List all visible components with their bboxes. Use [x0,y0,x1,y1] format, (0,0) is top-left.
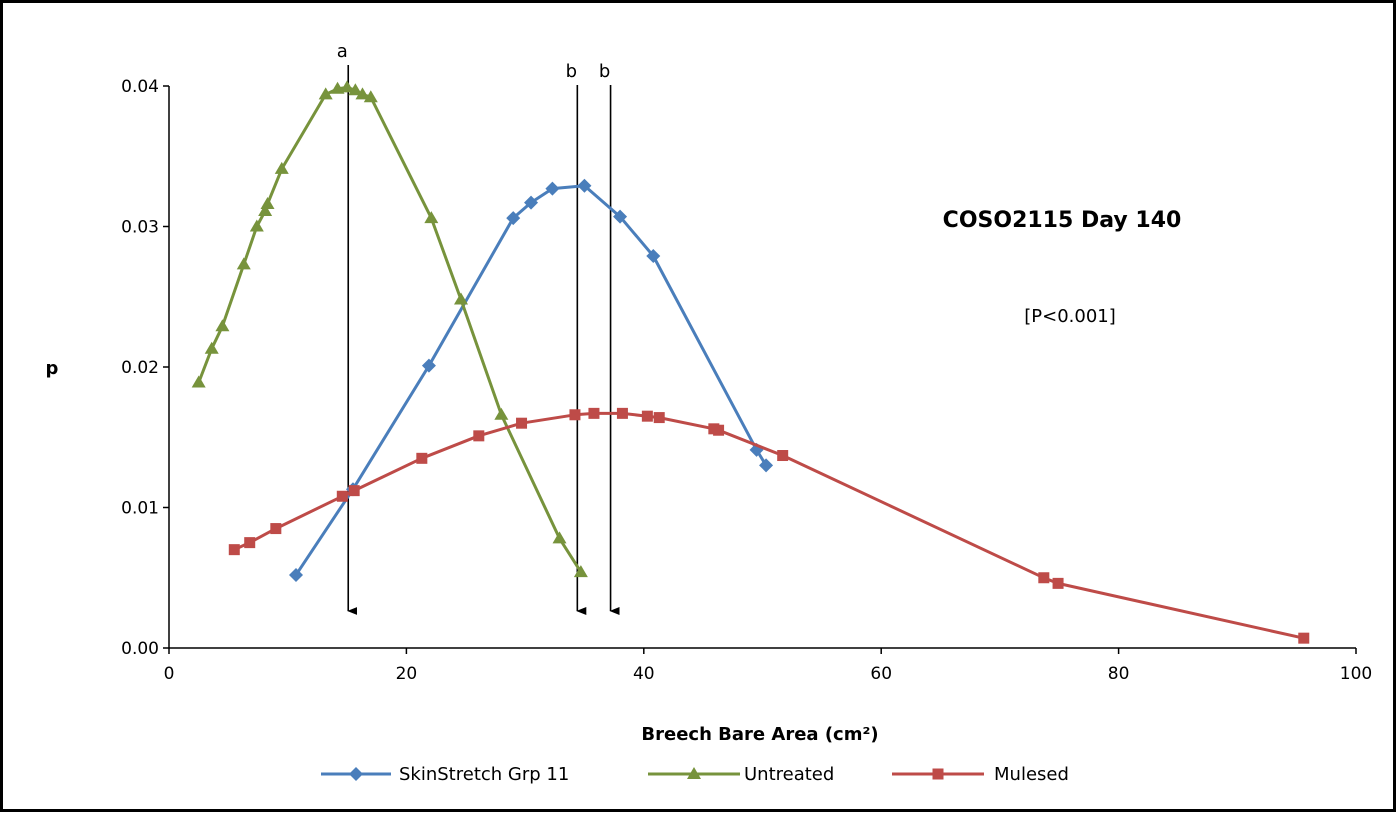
data-point [236,257,251,270]
data-point [244,537,256,549]
y-tick-label: 0.02 [121,358,159,378]
x-axis-title: Breech Bare Area (cm²) [641,724,878,745]
legend-label: Untreated [744,764,834,785]
data-point [270,523,282,535]
axes-layer: 0.00 0.01 0.02 0.03 0.04 0 20 40 60 80 100 [121,77,1372,684]
legend-marker [932,768,944,780]
legend-item-untreated: Untreated [648,764,834,785]
data-point [524,195,539,210]
data-point [336,490,348,502]
chart-title: COSO2115 Day 140 [943,208,1182,233]
legend: SkinStretch Grp 11 Untreated Mulesed [321,764,1069,785]
series-line [294,184,768,576]
data-point [348,83,363,96]
y-tick-label: 0.04 [121,77,159,97]
data-point [274,161,289,174]
data-point [318,87,333,100]
data-point [260,197,275,210]
data-point [777,450,789,462]
data-point [421,358,436,373]
data-point [545,181,560,196]
data-point [494,407,509,420]
data-point [1038,572,1050,584]
data-point [759,458,774,473]
data-point [191,375,206,388]
data-point [215,319,230,332]
chart-canvas: 0.00 0.01 0.02 0.03 0.04 0 20 40 60 80 100 a b b COS… [46,41,1373,785]
annotation-arrows-layer: ab b [337,41,620,615]
chart-subtitle: [P<0.001] [1024,306,1116,327]
data-point [473,430,485,442]
legend-item-mulesed: Mulesed [892,764,1069,785]
data-point [646,249,661,264]
data-point [616,407,628,419]
data-point [577,178,592,193]
data-point [258,204,273,217]
y-tick-label: 0.03 [121,218,159,238]
data-point [641,410,653,422]
x-tick-label: 60 [870,664,892,684]
data-point [569,409,581,421]
x-tick-label: 40 [633,664,655,684]
annotation-label: b [599,61,610,82]
annotation-label: b [566,61,577,82]
series-untreated [191,80,588,578]
data-point [573,565,588,578]
legend-label: Mulesed [994,764,1069,785]
y-axis-title: p [46,358,59,379]
data-point [552,531,567,544]
x-tick-label: 80 [1108,664,1130,684]
annotation-label: a [337,41,348,62]
x-tick-label: 20 [396,664,418,684]
x-tick-label: 100 [1340,664,1372,684]
data-point [340,80,355,93]
legend-marker [349,767,363,781]
series-skinstretch-grp-11 [289,178,774,582]
data-point [228,544,240,556]
data-point [1052,577,1064,589]
data-point [204,341,219,354]
data-point [348,485,360,497]
data-point [249,219,264,232]
data-point [355,87,370,100]
data-point [613,209,628,224]
series-line [233,411,1305,640]
legend-marker [687,767,701,779]
data-point [454,292,469,305]
data-point [424,211,439,224]
data-point [1298,632,1310,644]
data-point [588,407,600,419]
series-line [197,85,583,573]
y-tick-label: 0.01 [121,499,159,519]
data-point [289,567,304,582]
data-point [653,412,665,424]
data-point [416,452,428,464]
legend-label: SkinStretch Grp 11 [399,764,569,785]
data-point [713,424,725,436]
data-point [506,211,521,226]
series-layer [191,80,1310,644]
data-point [363,90,378,103]
data-point [516,417,528,429]
series-mulesed [228,407,1310,644]
y-tick-label: 0.00 [121,639,159,659]
legend-item-skinstretch-grp-11: SkinStretch Grp 11 [321,764,569,785]
x-tick-label: 0 [164,664,175,684]
